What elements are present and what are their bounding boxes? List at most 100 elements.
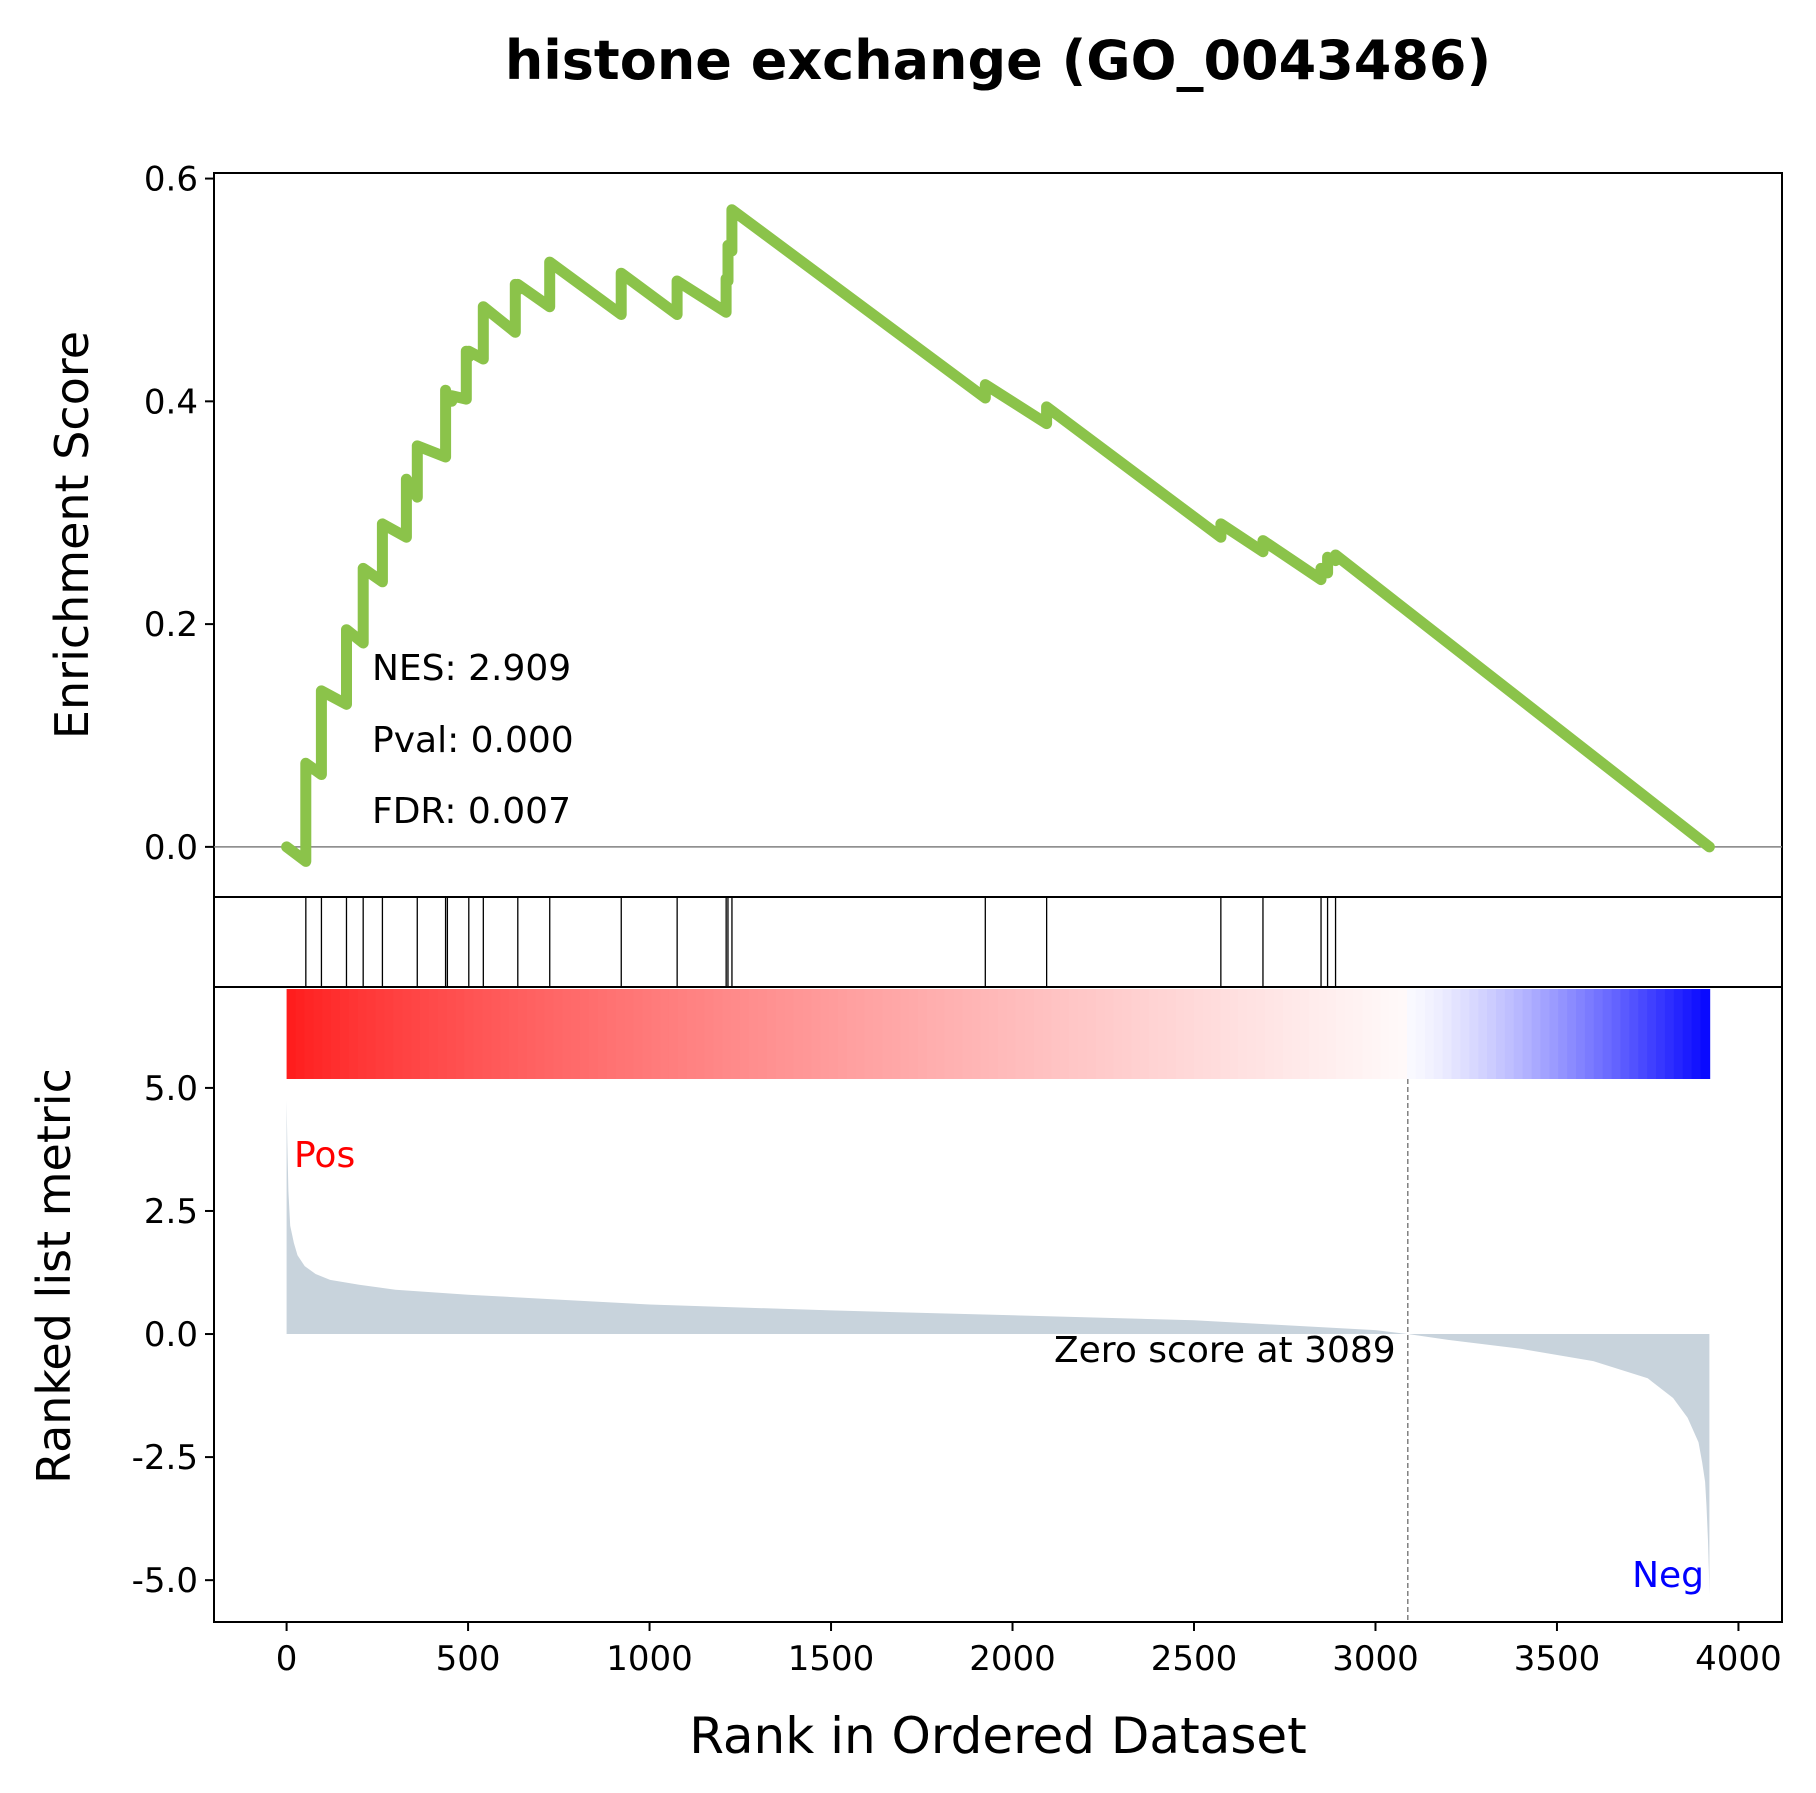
colorbar-segment [891, 989, 901, 1079]
colorbar-segment [1522, 989, 1533, 1079]
colorbar-segment [1407, 989, 1417, 1079]
colorbar-segment [1122, 989, 1133, 1079]
colorbar-segment [1175, 989, 1186, 1079]
hits-panel-frame [213, 896, 1783, 988]
colorbar-segment [1602, 989, 1613, 1079]
colorbar-segment [375, 989, 386, 1079]
colorbar-segment [1513, 989, 1524, 1079]
colorbar-segment [482, 989, 492, 1079]
colorbar-segment [1229, 989, 1239, 1079]
colorbar-segment [500, 989, 510, 1079]
colorbar-segment [1300, 989, 1311, 1079]
rank-xtick-label: 3500 [1514, 1639, 1601, 1679]
colorbar-segment [1166, 989, 1177, 1079]
colorbar-segment [1024, 989, 1035, 1079]
es-y-axis: 0.0 0.2 0.4 0.6 [144, 160, 214, 868]
fdr-stat: FDR: 0.007 [372, 791, 571, 832]
colorbar-segment [1673, 989, 1684, 1079]
rank-xtick-label: 2000 [969, 1639, 1056, 1679]
colorbar-segment [571, 989, 581, 1079]
colorbar-segment [820, 989, 830, 1079]
colorbar-segment [1335, 989, 1346, 1079]
colorbar-segment [846, 989, 857, 1079]
colorbar-segment [775, 989, 786, 1079]
colorbar-segment [989, 989, 999, 1079]
colorbar-segment [491, 989, 501, 1079]
enrichment-plot [214, 204, 1782, 867]
colorbar-segment [1584, 989, 1595, 1079]
chart-title: histone exchange (GO_0043486) [505, 29, 1491, 92]
es-ytick-label: 0.2 [144, 605, 198, 645]
colorbar-segment [606, 989, 617, 1079]
rank-xtick-label: 1000 [606, 1639, 693, 1679]
colorbar-segment [1664, 989, 1675, 1079]
colorbar-segment [1006, 989, 1017, 1079]
colorbar-segment [517, 989, 528, 1079]
es-ylabel: Enrichment Score [45, 331, 99, 739]
colorbar-segment [855, 989, 866, 1079]
colorbar-segment [1318, 989, 1328, 1079]
colorbar-segment [793, 989, 804, 1079]
ranked-list-plot [286, 1079, 1710, 1622]
colorbar-segment [766, 989, 777, 1079]
colorbar-segment [837, 989, 848, 1079]
gene-set-hits [305, 897, 1337, 987]
colorbar-segment [953, 989, 964, 1079]
colorbar-segment [1238, 989, 1248, 1079]
colorbar-segment [1273, 989, 1284, 1079]
pos-label: Pos [294, 1135, 355, 1176]
colorbar-segment [304, 989, 315, 1079]
es-ytick-label: 0.0 [144, 828, 198, 868]
colorbar-segment [1193, 989, 1204, 1079]
colorbar-segment [1531, 989, 1542, 1079]
colorbar-segment [1158, 989, 1168, 1079]
colorbar-segment [1415, 989, 1426, 1079]
colorbar-segment [740, 989, 750, 1079]
colorbar-segment [1656, 989, 1666, 1079]
colorbar-segment [1451, 989, 1462, 1079]
colorbar-segment [864, 989, 875, 1079]
colorbar-segment [1202, 989, 1213, 1079]
colorbar-segment [1629, 989, 1640, 1079]
colorbar-segment [446, 989, 457, 1079]
colorbar-segment [900, 989, 910, 1079]
colorbar-segment [633, 989, 644, 1079]
colorbar-segment [1220, 989, 1230, 1079]
colorbar-segment [535, 989, 546, 1079]
colorbar-segment [1487, 989, 1497, 1079]
colorbar-segment [597, 989, 608, 1079]
colorbar-segment [1362, 989, 1373, 1079]
rank-y-axis: 5.0 2.5 0.0 -2.5 -5.0 [132, 1069, 214, 1601]
colorbar-segment [384, 989, 395, 1079]
colorbar-segment [1095, 989, 1106, 1079]
rank-xtick-label: 4000 [1695, 1639, 1782, 1679]
colorbar-segment [1033, 989, 1044, 1079]
colorbar-segment [1309, 989, 1319, 1079]
rank-xtick-label: 2500 [1151, 1639, 1238, 1679]
colorbar-segment [624, 989, 635, 1079]
colorbar-segment [1620, 989, 1631, 1079]
nes-stat: NES: 2.909 [372, 648, 571, 689]
colorbar-segment [544, 989, 555, 1079]
colorbar-segment [411, 989, 421, 1079]
rank-xtick-label: 0 [276, 1639, 298, 1679]
rank-ytick-label: -5.0 [132, 1561, 198, 1601]
colorbar-segment [980, 989, 990, 1079]
es-series-line [281, 204, 1715, 867]
colorbar-segment [962, 989, 973, 1079]
colorbar-segment [642, 989, 652, 1079]
colorbar-segment [944, 989, 955, 1079]
colorbar-segment [286, 989, 297, 1079]
colorbar-segment [508, 989, 519, 1079]
colorbar-segment [1353, 989, 1364, 1079]
enrichment-panel-frame [213, 172, 1783, 898]
colorbar-segment [428, 989, 439, 1079]
colorbar-segment [651, 989, 661, 1079]
colorbar-segment [1104, 989, 1115, 1079]
colorbar-segment [1344, 989, 1355, 1079]
colorbar-segment [526, 989, 537, 1079]
colorbar-segment [1504, 989, 1515, 1079]
colorbar-segment [713, 989, 724, 1079]
colorbar-segment [1647, 989, 1657, 1079]
